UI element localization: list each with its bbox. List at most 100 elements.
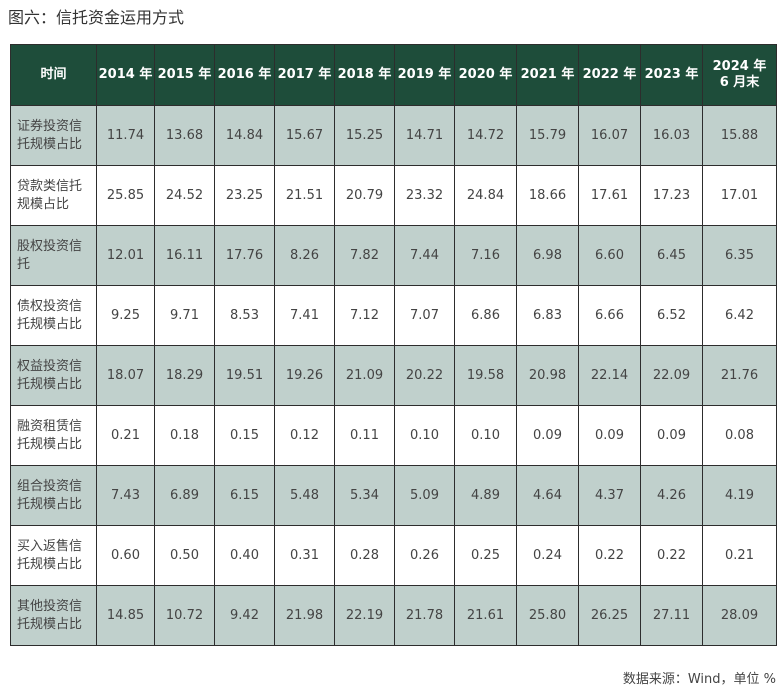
- table-cell: 27.11: [640, 585, 703, 646]
- table-cell: 21.51: [274, 165, 335, 226]
- table-cell: 8.26: [274, 225, 335, 286]
- table-cell: 6.60: [578, 225, 641, 286]
- table-cell: 20.79: [334, 165, 395, 226]
- table-cell: 22.09: [640, 345, 703, 406]
- header-cell-year: 2014 年: [96, 44, 155, 106]
- table-cell: 5.48: [274, 465, 335, 526]
- header-cell-year: 2023 年: [640, 44, 703, 106]
- table-cell: 17.23: [640, 165, 703, 226]
- table-cell: 21.61: [454, 585, 517, 646]
- table-cell: 6.45: [640, 225, 703, 286]
- table-cell: 4.89: [454, 465, 517, 526]
- row-label: 债权投资信托规模占比: [10, 285, 97, 346]
- header-cell-year: 2015 年: [154, 44, 215, 106]
- table-cell: 9.25: [96, 285, 155, 346]
- table-cell: 22.14: [578, 345, 641, 406]
- table-cell: 6.86: [454, 285, 517, 346]
- table-cell: 0.22: [640, 525, 703, 586]
- table-cell: 15.67: [274, 105, 335, 166]
- table-cell: 25.85: [96, 165, 155, 226]
- table-cell: 10.72: [154, 585, 215, 646]
- header-cell-year: 2019 年: [394, 44, 455, 106]
- table-cell: 16.03: [640, 105, 703, 166]
- table-cell: 21.78: [394, 585, 455, 646]
- table-cell: 28.09: [702, 585, 777, 646]
- row-label: 融资租赁信托规模占比: [10, 405, 97, 466]
- table-cell: 17.61: [578, 165, 641, 226]
- header-cell-year: 2017 年: [274, 44, 335, 106]
- table-row: 债权投资信托规模占比 9.25 9.71 8.53 7.41 7.12 7.07 6.86 6.…: [10, 285, 777, 346]
- table-cell: 12.01: [96, 225, 155, 286]
- table-cell: 0.15: [214, 405, 275, 466]
- row-label: 权益投资信托规模占比: [10, 345, 97, 406]
- table-row: 权益投资信托规模占比 18.07 18.29 19.51 19.26 21.09 20.22…: [10, 345, 777, 406]
- table-cell: 0.10: [394, 405, 455, 466]
- table-cell: 8.53: [214, 285, 275, 346]
- table-cell: 0.26: [394, 525, 455, 586]
- row-label: 其他投资信托规模占比: [10, 585, 97, 646]
- table-cell: 25.80: [516, 585, 579, 646]
- table-cell: 0.24: [516, 525, 579, 586]
- table-cell: 0.09: [578, 405, 641, 466]
- table-cell: 6.89: [154, 465, 215, 526]
- table-cell: 0.28: [334, 525, 395, 586]
- header-cell-year: 2021 年: [516, 44, 579, 106]
- table-cell: 15.25: [334, 105, 395, 166]
- table-cell: 6.98: [516, 225, 579, 286]
- table-cell: 21.76: [702, 345, 777, 406]
- table-cell: 18.66: [516, 165, 579, 226]
- table-cell: 6.15: [214, 465, 275, 526]
- table-cell: 0.11: [334, 405, 395, 466]
- row-label: 证券投资信托规模占比: [10, 105, 97, 166]
- table-cell: 7.12: [334, 285, 395, 346]
- table-cell: 6.52: [640, 285, 703, 346]
- table-cell: 20.22: [394, 345, 455, 406]
- table-cell: 0.08: [702, 405, 777, 466]
- table-cell: 0.40: [214, 525, 275, 586]
- table-cell: 4.26: [640, 465, 703, 526]
- figure-title: 图六：信托资金运用方式: [8, 8, 185, 27]
- table-cell: 4.37: [578, 465, 641, 526]
- table-cell: 26.25: [578, 585, 641, 646]
- table-cell: 0.31: [274, 525, 335, 586]
- table-row: 其他投资信托规模占比 14.85 10.72 9.42 21.98 22.19 21.78 2…: [10, 585, 777, 646]
- table-cell: 18.07: [96, 345, 155, 406]
- table-cell: 19.58: [454, 345, 517, 406]
- table-cell: 7.44: [394, 225, 455, 286]
- table-cell: 21.09: [334, 345, 395, 406]
- table-cell: 16.11: [154, 225, 215, 286]
- table-row: 融资租赁信托规模占比 0.21 0.18 0.15 0.12 0.11 0.10 0.10 0.…: [10, 405, 777, 466]
- table-cell: 7.41: [274, 285, 335, 346]
- table-cell: 0.18: [154, 405, 215, 466]
- table-cell: 7.07: [394, 285, 455, 346]
- table-body: 证券投资信托规模占比 11.74 13.68 14.84 15.67 15.25 14.71…: [10, 105, 777, 646]
- table-cell: 6.35: [702, 225, 777, 286]
- table-cell: 0.12: [274, 405, 335, 466]
- table-cell: 6.42: [702, 285, 777, 346]
- table-cell: 15.88: [702, 105, 777, 166]
- table-cell: 5.09: [394, 465, 455, 526]
- table-cell: 16.07: [578, 105, 641, 166]
- table-cell: 21.98: [274, 585, 335, 646]
- table-row: 证券投资信托规模占比 11.74 13.68 14.84 15.67 15.25 14.71…: [10, 105, 777, 166]
- table-cell: 9.71: [154, 285, 215, 346]
- table-cell: 6.66: [578, 285, 641, 346]
- table-row: 股权投资信托 12.01 16.11 17.76 8.26 7.82 7.44 7.16 6.9…: [10, 225, 777, 286]
- table-cell: 4.19: [702, 465, 777, 526]
- table-cell: 0.60: [96, 525, 155, 586]
- table-cell: 11.74: [96, 105, 155, 166]
- table-cell: 14.84: [214, 105, 275, 166]
- table-cell: 0.21: [702, 525, 777, 586]
- table-cell: 0.09: [516, 405, 579, 466]
- table-cell: 0.21: [96, 405, 155, 466]
- table-cell: 23.32: [394, 165, 455, 226]
- row-label: 买入返售信托规模占比: [10, 525, 97, 586]
- table-cell: 14.72: [454, 105, 517, 166]
- table-cell: 0.50: [154, 525, 215, 586]
- table-cell: 23.25: [214, 165, 275, 226]
- table-cell: 0.25: [454, 525, 517, 586]
- table-cell: 19.51: [214, 345, 275, 406]
- table-cell: 20.98: [516, 345, 579, 406]
- table-cell: 17.01: [702, 165, 777, 226]
- row-label: 股权投资信托: [10, 225, 97, 286]
